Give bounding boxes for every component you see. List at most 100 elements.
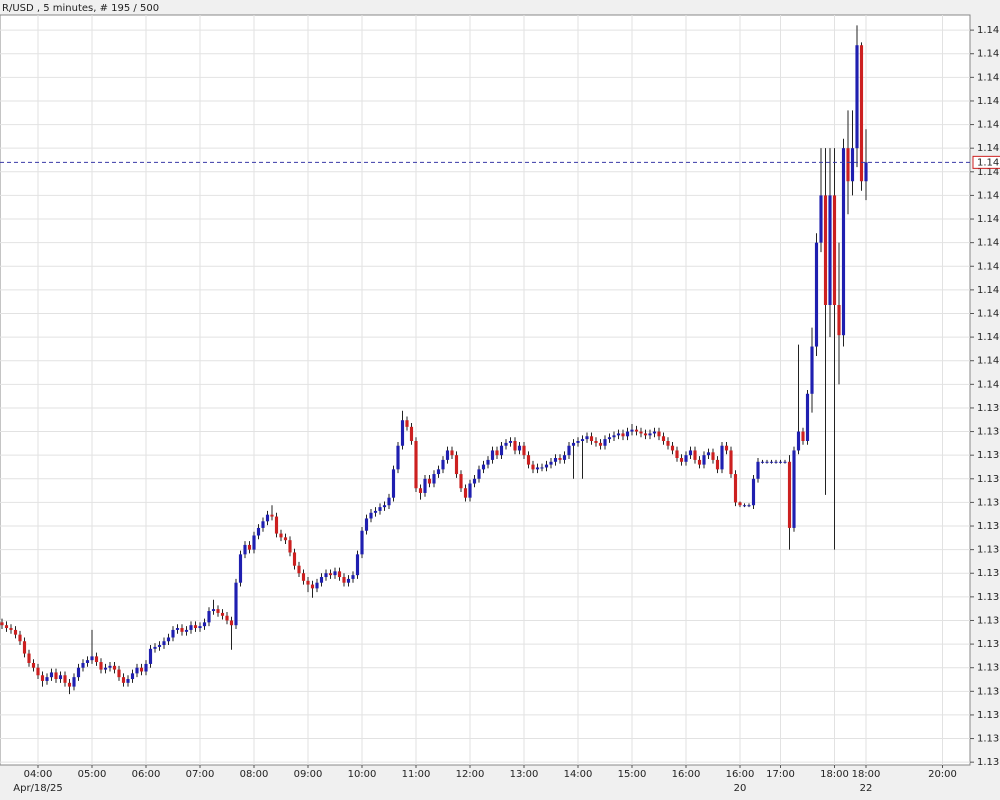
candle-body (666, 441, 670, 446)
candle-body (216, 609, 220, 613)
candle-body (315, 582, 319, 589)
candle-body (202, 622, 207, 627)
candle-body (796, 431, 801, 451)
candle-body (378, 507, 382, 511)
candle-body (594, 441, 598, 443)
x-tick-label: 05:00 (78, 769, 107, 780)
candle-body (67, 682, 72, 687)
y-tick-label: 1.143 (977, 96, 1000, 107)
x-tick-label: 04:00 (24, 769, 53, 780)
candle-body (445, 450, 450, 460)
candle-body (814, 242, 819, 347)
candle-body (742, 505, 747, 507)
candle-body (562, 455, 567, 460)
candle-body (135, 667, 139, 674)
candle-body (360, 530, 364, 555)
candle-body (495, 450, 499, 456)
current-price-label: 1.14235 (977, 157, 1000, 168)
candle-body (639, 431, 643, 434)
candle-body (157, 645, 162, 647)
x-tick-label: 18:00 (820, 769, 849, 780)
candle-body (819, 195, 823, 243)
candle-body (499, 445, 504, 456)
y-tick-label: 1.137 (977, 663, 1000, 674)
candle-body (90, 656, 94, 661)
date-label: 20 (734, 783, 747, 794)
candles (0, 25, 868, 695)
candle-body (765, 461, 769, 463)
y-tick-label: 1.138 (977, 568, 1000, 579)
candle-body (850, 148, 855, 182)
candle-body (121, 677, 126, 683)
candle-body (589, 436, 594, 442)
candle-body (864, 162, 868, 182)
candle-body (522, 445, 526, 456)
candle-body (783, 461, 787, 463)
candle-body (391, 469, 396, 498)
candle-body (189, 625, 193, 630)
candle-body (855, 45, 859, 149)
candle-body (733, 474, 738, 503)
candle-body (778, 461, 783, 463)
x-tick-label: 20:00 (928, 769, 957, 780)
y-tick-label: 1.14025 (977, 356, 1000, 367)
candle-body (634, 429, 639, 432)
candle-body (108, 665, 112, 668)
candle-body (427, 478, 432, 484)
candle-body (810, 346, 814, 394)
candle-body (139, 667, 144, 672)
x-tick-label: 16:00 (672, 769, 701, 780)
candle-body (535, 467, 540, 470)
candle-body (432, 474, 436, 484)
candle-body (679, 458, 684, 462)
candle-body (747, 505, 751, 507)
candle-body (247, 544, 252, 550)
y-tick-label: 1.139 (977, 474, 1000, 485)
y-tick-label: 1.13675 (977, 686, 1000, 697)
candle-body (238, 554, 243, 583)
candle-body (706, 452, 711, 456)
y-tick-label: 1.13825 (977, 545, 1000, 556)
candle-body (252, 535, 256, 550)
y-tick-label: 1.14275 (977, 120, 1000, 131)
candle-body (103, 667, 108, 670)
candle-body (45, 677, 49, 681)
date-label: 22 (860, 783, 873, 794)
candle-body (40, 675, 45, 681)
candle-body (486, 459, 490, 465)
candle-body (513, 441, 517, 451)
candle-body (85, 660, 90, 663)
candle-body (351, 575, 355, 579)
x-tick-label: 18:00 (852, 769, 881, 780)
candle-body (688, 450, 693, 456)
candle-body (36, 667, 40, 676)
candle-body (126, 679, 130, 683)
candle-body (171, 629, 175, 638)
candle-body (283, 537, 288, 541)
x-tick-label: 07:00 (186, 769, 215, 780)
y-tick-label: 1.14125 (977, 261, 1000, 272)
candle-body (751, 478, 756, 506)
candle-body (544, 464, 549, 468)
candle-body (175, 628, 180, 630)
candle-body (459, 474, 463, 489)
candle-body (297, 565, 301, 574)
candle-body (787, 461, 792, 528)
x-tick-label: 13:00 (510, 769, 539, 780)
candle-body (328, 573, 333, 576)
candle-body (558, 458, 562, 460)
candle-body (441, 459, 445, 470)
candle-body (256, 527, 261, 536)
candle-body (720, 445, 724, 470)
candle-body (729, 450, 733, 475)
y-tick-label: 1.14325 (977, 72, 1000, 83)
candle-body (220, 612, 225, 616)
y-tick-label: 1.1395 (977, 427, 1000, 438)
candle-body (4, 625, 9, 629)
candle-body (333, 571, 337, 576)
candle-body (481, 464, 486, 470)
candle-body (355, 554, 360, 576)
plot-area (0, 14, 971, 766)
candle-body (369, 512, 373, 519)
